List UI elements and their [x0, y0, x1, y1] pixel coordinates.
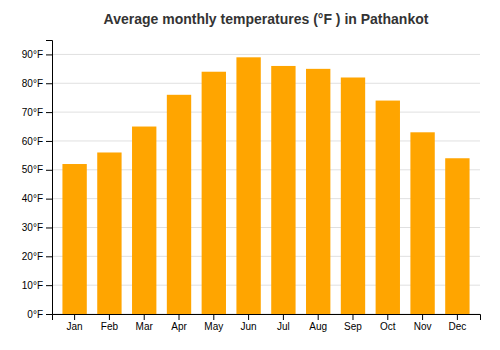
axis-line — [53, 315, 481, 321]
tick-mark — [352, 314, 353, 320]
y-tick: 70°F — [22, 107, 52, 118]
tick-mark — [213, 314, 214, 320]
tick-mark — [144, 314, 145, 320]
x-tick: Jan — [67, 314, 83, 332]
x-tick: Oct — [380, 314, 396, 332]
y-tick: 50°F — [22, 164, 52, 175]
tick-label: 0°F — [27, 309, 43, 320]
tick-mark — [318, 314, 319, 320]
x-tick: Aug — [309, 314, 327, 332]
tick-label: 30°F — [22, 222, 43, 233]
y-tick: 0°F — [27, 309, 52, 320]
y-tick: 10°F — [22, 280, 52, 291]
tick-label: Mar — [136, 321, 154, 332]
x-tick: Feb — [101, 314, 119, 332]
tick-label: 20°F — [22, 251, 43, 262]
tick-mark — [46, 54, 52, 55]
x-tick: Apr — [171, 314, 187, 332]
bar — [376, 101, 400, 314]
bar — [97, 152, 121, 314]
x-tick: Mar — [136, 314, 154, 332]
tick-mark — [46, 314, 52, 315]
tick-label: May — [204, 321, 223, 332]
tick-label: Apr — [171, 321, 187, 332]
x-tick: May — [204, 314, 223, 332]
title: Average monthly temperatures (°F ) in Pa… — [104, 11, 429, 27]
tick-mark — [46, 112, 52, 113]
bar — [445, 158, 469, 314]
tick-mark — [46, 141, 52, 142]
y-tick: 20°F — [22, 251, 52, 262]
tick-label: Nov — [414, 321, 432, 332]
y-tick: 80°F — [22, 78, 52, 89]
tick-mark — [46, 199, 52, 200]
y-tick: 40°F — [22, 193, 52, 204]
tick-mark — [179, 314, 180, 320]
tick-label: 60°F — [22, 136, 43, 147]
tick-label: 10°F — [22, 280, 43, 291]
bars — [62, 57, 469, 314]
bar — [62, 164, 86, 314]
tick-label: 40°F — [22, 193, 43, 204]
tick-label: Jan — [67, 321, 83, 332]
tick-label: Dec — [448, 321, 466, 332]
tick-label: 80°F — [22, 78, 43, 89]
grid-line — [52, 54, 480, 55]
x-tick: Jun — [241, 314, 257, 332]
tick-label: Jul — [277, 321, 290, 332]
axis-line — [46, 41, 53, 315]
tick-mark — [46, 83, 52, 84]
tick-mark — [46, 227, 52, 228]
bar — [271, 66, 295, 314]
tick-label: Sep — [344, 321, 362, 332]
x-tick: Nov — [414, 314, 432, 332]
y-tick: 90°F — [22, 49, 52, 60]
tick-label: 90°F — [22, 49, 43, 60]
tick-mark — [109, 314, 110, 320]
tick-label: Feb — [101, 321, 119, 332]
tick-label: 70°F — [22, 107, 43, 118]
y-tick: 30°F — [22, 222, 52, 233]
chart: 0°F 10°F 20°F 30°F 40°F 50°F 60°F 70°F 80°F 90°F J… — [0, 0, 500, 350]
plot-area: 0°F 10°F 20°F 30°F 40°F 50°F 60°F 70°F 80°F 90°F J… — [22, 41, 481, 333]
grid — [52, 54, 480, 314]
y-axis: 0°F 10°F 20°F 30°F 40°F 50°F 60°F 70°F 80°F 90°F — [22, 41, 53, 320]
bar — [167, 95, 191, 314]
bar — [410, 132, 434, 314]
tick-label: Jun — [241, 321, 257, 332]
tick-mark — [422, 314, 423, 320]
tick-mark — [387, 314, 388, 320]
bar — [341, 77, 365, 314]
tick-mark — [457, 314, 458, 320]
tick-mark — [46, 170, 52, 171]
tick-mark — [46, 256, 52, 257]
bar — [306, 69, 330, 314]
tick-mark — [74, 314, 75, 320]
bar — [202, 72, 226, 314]
tick-label: 50°F — [22, 164, 43, 175]
x-axis: Jan Feb Mar Apr May Jun Jul Aug Sep Oct Nov Dec — [53, 314, 481, 332]
x-tick: Sep — [344, 314, 362, 332]
bar — [236, 57, 260, 314]
tick-mark — [248, 314, 249, 320]
tick-mark — [46, 285, 52, 286]
x-tick: Jul — [277, 314, 290, 332]
tick-label: Oct — [380, 321, 396, 332]
grid-line — [52, 112, 480, 113]
x-tick: Dec — [448, 314, 466, 332]
bar — [132, 127, 156, 314]
grid-line — [52, 83, 480, 84]
tick-mark — [283, 314, 284, 320]
tick-label: Aug — [309, 321, 327, 332]
y-tick: 60°F — [22, 136, 52, 147]
